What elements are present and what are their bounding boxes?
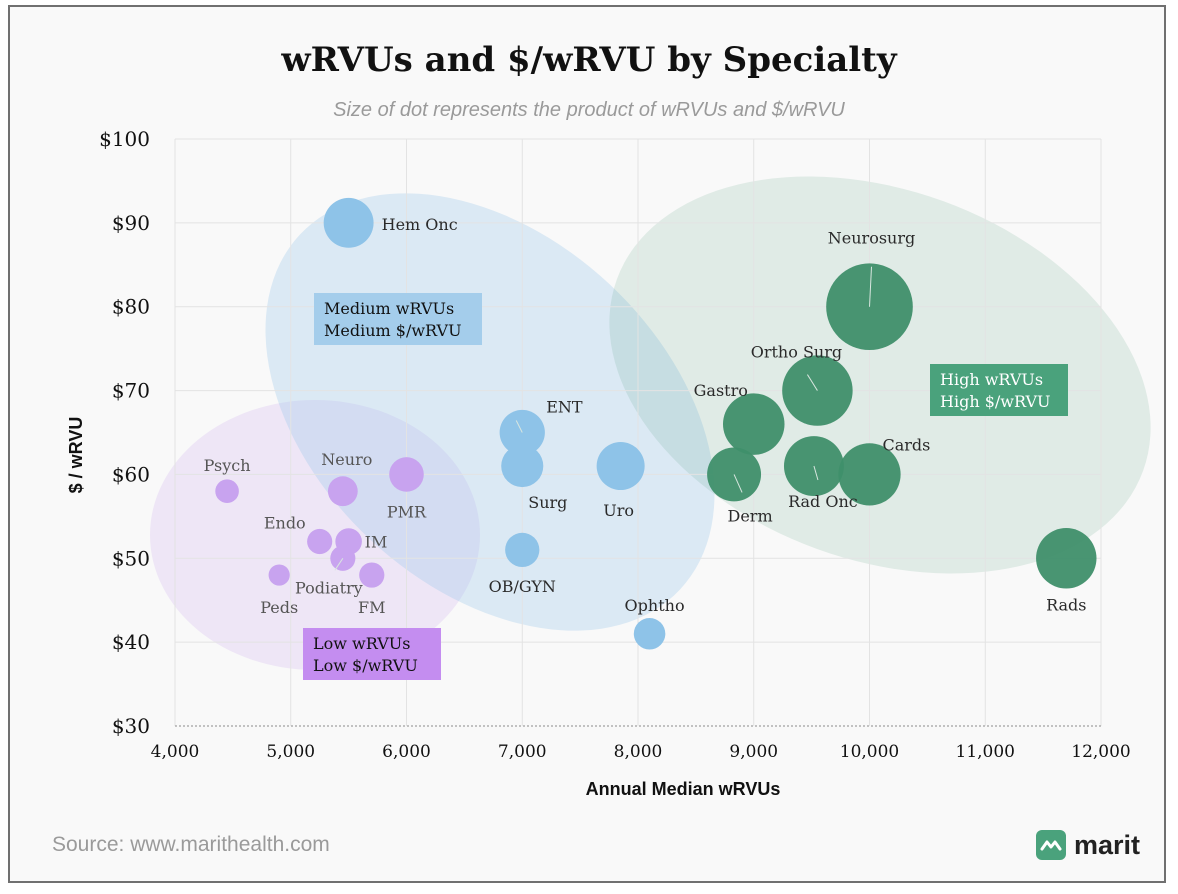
medium-group-box — [314, 293, 482, 345]
point-pmr — [389, 457, 424, 492]
leader-podiatry — [334, 558, 344, 571]
y-tick-label: $30 — [112, 714, 150, 738]
x-tick-label: 6,000 — [382, 742, 431, 762]
y-tick-label: $40 — [112, 630, 150, 654]
leader-ortho-surg — [806, 374, 818, 391]
label-neurosurg: Neurosurg — [828, 229, 915, 248]
y-tick-label: $100 — [99, 127, 150, 151]
point-fm — [359, 562, 385, 588]
label-rad-onc: Rad Onc — [788, 492, 858, 511]
high-group-box-line: High $/wRVU — [940, 392, 1050, 411]
medium-group-box-line: Medium wRVUs — [324, 299, 454, 318]
point-neuro — [327, 476, 358, 507]
label-pmr: PMR — [387, 502, 427, 521]
high-group-box — [930, 364, 1068, 416]
low-group-box — [303, 628, 441, 680]
label-cards: Cards — [883, 435, 931, 454]
label-hem-onc: Hem Onc — [382, 215, 458, 234]
leader-rad-onc — [813, 465, 819, 481]
label-psych: Psych — [204, 456, 251, 475]
x-tick-label: 5,000 — [266, 742, 315, 762]
x-tick-label: 12,000 — [1071, 742, 1130, 762]
point-hem-onc — [323, 197, 374, 248]
chart-title: wRVUs and $/wRVU by Specialty — [281, 40, 897, 80]
label-im: IM — [365, 533, 388, 552]
point-ob-gyn — [505, 532, 540, 568]
group-boxes: Low wRVUs Low $/wRVU Medium wRVUs Medium $/… — [303, 293, 1068, 680]
medium-group-box-line: Medium $/wRVU — [324, 321, 462, 340]
label-podiatry: Podiatry — [295, 578, 363, 597]
x-tick-label: 10,000 — [840, 742, 899, 762]
x-tick-label: 7,000 — [498, 742, 547, 762]
point-gastro — [722, 393, 785, 455]
x-axis-label: Annual Median wRVUs — [586, 779, 781, 799]
label-uro: Uro — [603, 501, 634, 520]
chart-subtitle: Size of dot represents the product of wR… — [333, 99, 845, 121]
marit-logo-icon — [1036, 830, 1066, 860]
y-tick-label: $70 — [112, 379, 150, 403]
leader-neurosurg — [869, 266, 872, 307]
x-tick-label: 11,000 — [956, 742, 1015, 762]
x-tick-labels: 4,000 5,000 6,000 7,000 8,000 9,000 10,000 11,0… — [151, 742, 1131, 762]
leader-derm — [733, 474, 743, 493]
low-group-box-line: Low wRVUs — [313, 634, 410, 653]
x-tick-label: 9,000 — [729, 742, 778, 762]
label-ophtho: Ophtho — [625, 596, 685, 615]
high-group-box-line: High wRVUs — [940, 370, 1043, 389]
label-derm: Derm — [728, 506, 773, 525]
x-tick-label: 4,000 — [151, 742, 200, 762]
point-psych — [215, 479, 239, 503]
low-group-box-line: Low $/wRVU — [313, 656, 418, 675]
y-tick-labels: $30 $40 $50 $60 $70 $80 $90 $100 — [99, 127, 150, 738]
y-tick-label: $50 — [112, 546, 150, 570]
y-axis-label: $ / wRVU — [66, 417, 86, 494]
point-uro — [596, 442, 645, 491]
data-points — [215, 197, 1097, 650]
point-cards — [838, 443, 901, 506]
source-text: Source: www.marithealth.com — [52, 833, 330, 856]
y-tick-label: $80 — [112, 295, 150, 319]
label-rads: Rads — [1046, 595, 1086, 614]
point-peds — [268, 564, 290, 586]
y-tick-label: $60 — [112, 462, 150, 486]
label-endo: Endo — [264, 514, 306, 533]
label-peds: Peds — [260, 598, 298, 617]
point-podiatry — [330, 545, 356, 571]
chart-frame — [8, 5, 1166, 883]
label-fm: FM — [358, 598, 385, 617]
label-ob-gyn: OB/GYN — [489, 577, 556, 596]
point-rad-onc — [783, 436, 844, 497]
marit-logo: marit — [1036, 829, 1140, 861]
label-leaders — [334, 266, 872, 571]
label-gastro: Gastro — [694, 381, 748, 400]
marit-logo-text: marit — [1074, 829, 1141, 860]
point-endo — [307, 528, 333, 555]
y-tick-label: $90 — [112, 211, 150, 235]
leader-ent — [515, 420, 523, 433]
x-tick-label: 8,000 — [614, 742, 663, 762]
label-ortho-surg: Ortho Surg — [751, 343, 842, 362]
label-ent: ENT — [546, 398, 583, 417]
point-ophtho — [633, 617, 666, 650]
label-surg: Surg — [528, 493, 567, 512]
label-neuro: Neuro — [321, 450, 372, 469]
point-rads — [1036, 528, 1097, 589]
point-surg — [501, 444, 544, 488]
